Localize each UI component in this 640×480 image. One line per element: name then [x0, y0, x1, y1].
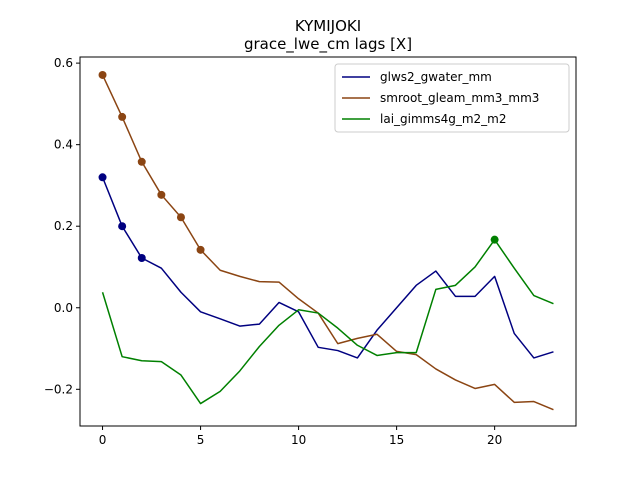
- plot-frame: [79, 56, 577, 427]
- y-axis: −0.2 0.0 0.2 0.4 0.6: [44, 56, 80, 396]
- series-point-smroot_gleam_mm3_mm3: [118, 112, 127, 121]
- series-line-lai_gimms4g_m2_m2: [101, 238, 554, 405]
- series-point-glws2_gwater_mm: [98, 173, 107, 182]
- x-axis: 0 5 10 15 20: [99, 426, 502, 447]
- series-point-smroot_gleam_mm3_mm3: [98, 70, 107, 79]
- legend-box: [334, 63, 570, 133]
- legend-label: lai_gimms4g_m2_m2: [380, 112, 507, 126]
- x-tick-label: 20: [487, 433, 502, 447]
- series-point-smroot_gleam_mm3_mm3: [157, 190, 166, 199]
- series-point-glws2_gwater_mm: [137, 254, 146, 263]
- y-tick-label: −0.2: [44, 382, 73, 396]
- y-tick-label: 0.0: [54, 301, 73, 315]
- chart-title: KYMIJOKI: [295, 17, 361, 35]
- series-point-lai_gimms4g_m2_m2: [490, 235, 499, 244]
- legend-label: glws2_gwater_mm: [380, 70, 492, 84]
- series-point-smroot_gleam_mm3_mm3: [176, 213, 185, 222]
- x-tick-label: 10: [291, 433, 306, 447]
- x-tick-label: 15: [389, 433, 404, 447]
- x-tick-label: 0: [99, 433, 107, 447]
- chart-subtitle: grace_lwe_cm lags [X]: [244, 35, 412, 54]
- series-point-smroot_gleam_mm3_mm3: [196, 245, 205, 254]
- series-point-smroot_gleam_mm3_mm3: [137, 157, 146, 166]
- legend-label: smroot_gleam_mm3_mm3: [380, 91, 539, 105]
- legend: glws2_gwater_mm smroot_gleam_mm3_mm3 lai_g…: [334, 63, 570, 133]
- y-tick-label: 0.2: [54, 219, 73, 233]
- x-tick-label: 5: [197, 433, 205, 447]
- series-line-smroot_gleam_mm3_mm3: [101, 74, 554, 411]
- y-tick-label: 0.6: [54, 56, 73, 70]
- y-tick-label: 0.4: [54, 138, 73, 152]
- series-point-glws2_gwater_mm: [118, 222, 127, 231]
- series-layer: [98, 70, 554, 411]
- series-line-glws2_gwater_mm: [101, 177, 554, 359]
